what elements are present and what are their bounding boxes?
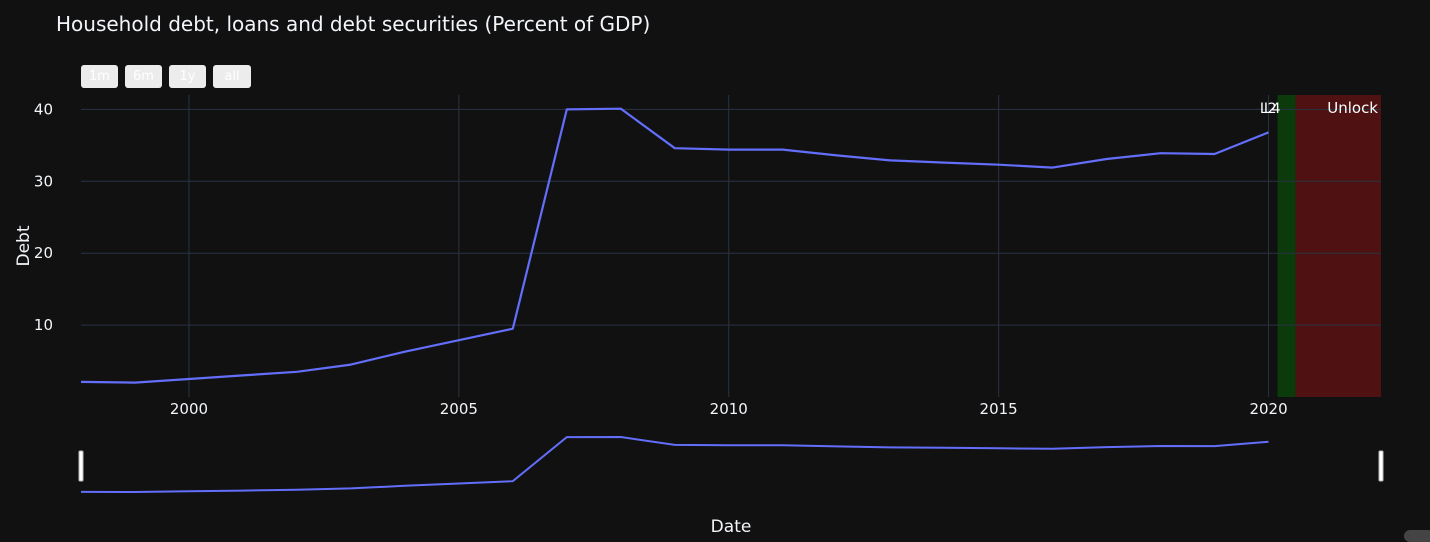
corner-handle: [1404, 530, 1430, 542]
rangeslider-line: [80, 435, 1269, 494]
unlock-label: Unlock: [1327, 99, 1378, 117]
chart-title: Household debt, loans and debt securitie…: [56, 12, 651, 36]
range-button-1m[interactable]: 1m: [81, 65, 118, 88]
x-tick-label: 2010: [710, 400, 748, 418]
y-tick-label: 40: [34, 100, 53, 118]
range-button-6m[interactable]: 6m: [125, 65, 162, 88]
y-tick-label: 20: [34, 244, 53, 262]
series-line: [80, 107, 1269, 384]
rangeslider-handle-right[interactable]: [1378, 450, 1384, 482]
x-tick-label: 2005: [440, 400, 478, 418]
x-tick-label: 2015: [980, 400, 1018, 418]
y-tick-label: 10: [34, 316, 53, 334]
x-axis-label: Date: [710, 517, 752, 537]
rangeslider-handle-left[interactable]: [78, 450, 84, 482]
shaded-region-green: [1277, 95, 1296, 397]
y-axis-label: Debt: [14, 225, 34, 267]
shaded-region-red: [1295, 95, 1381, 397]
marker-label-l2: L2: [1260, 101, 1277, 117]
y-tick-label: 30: [34, 172, 53, 190]
range-button-all[interactable]: all: [213, 65, 251, 88]
range-selector: 1m 6m 1y all: [81, 65, 251, 88]
x-tick-label: 2000: [170, 400, 208, 418]
range-button-1y[interactable]: 1y: [169, 65, 206, 88]
marker-label-l4: L4: [1264, 101, 1281, 117]
x-tick-label: 2020: [1249, 400, 1287, 418]
